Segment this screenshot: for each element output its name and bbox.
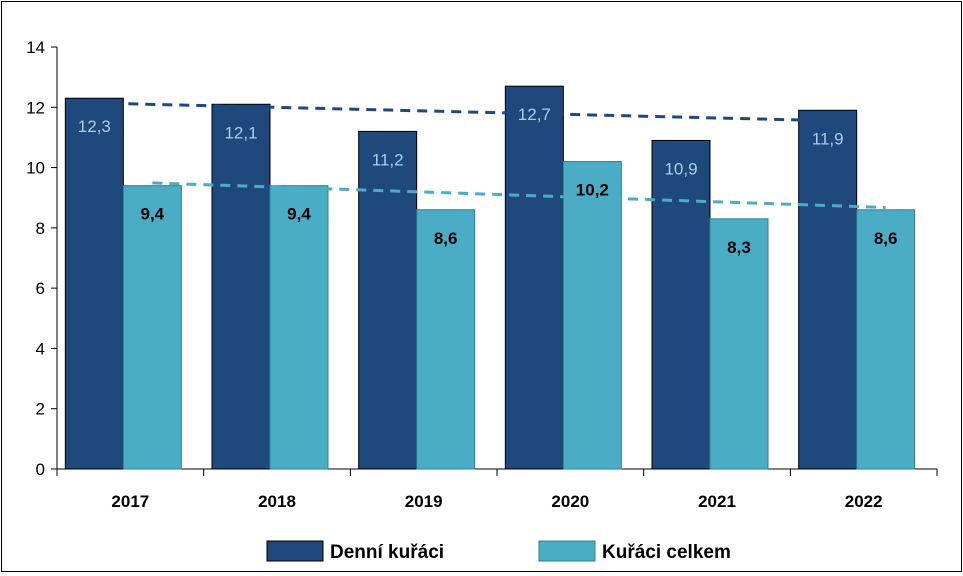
- bar-denni: [504, 85, 564, 470]
- data-label: 9,4: [141, 205, 165, 224]
- y-tick-label: 2: [36, 400, 45, 419]
- bar-celkem: [856, 209, 916, 470]
- bar-denni: [358, 130, 418, 470]
- data-label: 8,3: [727, 238, 751, 257]
- bar-celkem: [416, 209, 476, 470]
- bar-celkem: [562, 161, 622, 470]
- data-label: 9,4: [287, 205, 311, 224]
- x-tick-label: 2020: [551, 492, 589, 511]
- y-tick-label: 14: [26, 38, 45, 57]
- data-label: 11,2: [372, 150, 404, 169]
- legend-swatch: [538, 540, 596, 562]
- legend-swatch: [266, 540, 324, 562]
- bar-celkem: [122, 185, 182, 470]
- trend-lines: [94, 101, 886, 209]
- legend: Denní kuřáci Kuřáci celkem: [266, 540, 731, 563]
- data-label: 10,9: [664, 159, 697, 178]
- legend-label: Kuřáci celkem: [602, 542, 731, 563]
- bar-celkem: [709, 218, 769, 470]
- bar-denni: [211, 103, 271, 470]
- trend-line-celkem: [152, 181, 886, 209]
- data-label: 12,7: [518, 105, 551, 124]
- x-tick-label: 2021: [698, 492, 736, 511]
- data-label: 12,1: [224, 123, 257, 142]
- y-tick-label: 10: [26, 159, 45, 178]
- bar-denni: [64, 97, 124, 470]
- bar-denni: [651, 139, 711, 470]
- trend-line-denni: [94, 101, 828, 123]
- data-label: 12,3: [78, 117, 111, 136]
- x-tick-label: 2022: [845, 492, 883, 511]
- data-label: 8,6: [434, 229, 458, 248]
- data-label: 8,6: [874, 229, 898, 248]
- bar-celkem: [269, 185, 329, 470]
- axes: 0 2 4 6 8 10 12 14 2017 2018 2019 2020 2021 2022: [26, 38, 938, 511]
- data-label: 10,2: [576, 181, 609, 200]
- y-tick-label: 4: [36, 339, 45, 358]
- bars: [64, 85, 916, 470]
- x-tick-label: 2017: [111, 492, 149, 511]
- legend-label: Denní kuřáci: [330, 542, 444, 563]
- x-tick-label: 2018: [258, 492, 296, 511]
- y-tick-label: 6: [36, 279, 45, 298]
- x-tick-label: 2019: [405, 492, 443, 511]
- y-tick-label: 12: [26, 98, 45, 117]
- data-labels: 12,3 12,1 11,2 12,7 10,9 11,9 9,4 9,4 8,6 10,2 8,3…: [78, 105, 898, 257]
- bar-denni: [798, 109, 858, 470]
- y-tick-label: 0: [36, 460, 45, 479]
- y-tick-label: 8: [36, 219, 45, 238]
- data-label: 11,9: [812, 129, 844, 148]
